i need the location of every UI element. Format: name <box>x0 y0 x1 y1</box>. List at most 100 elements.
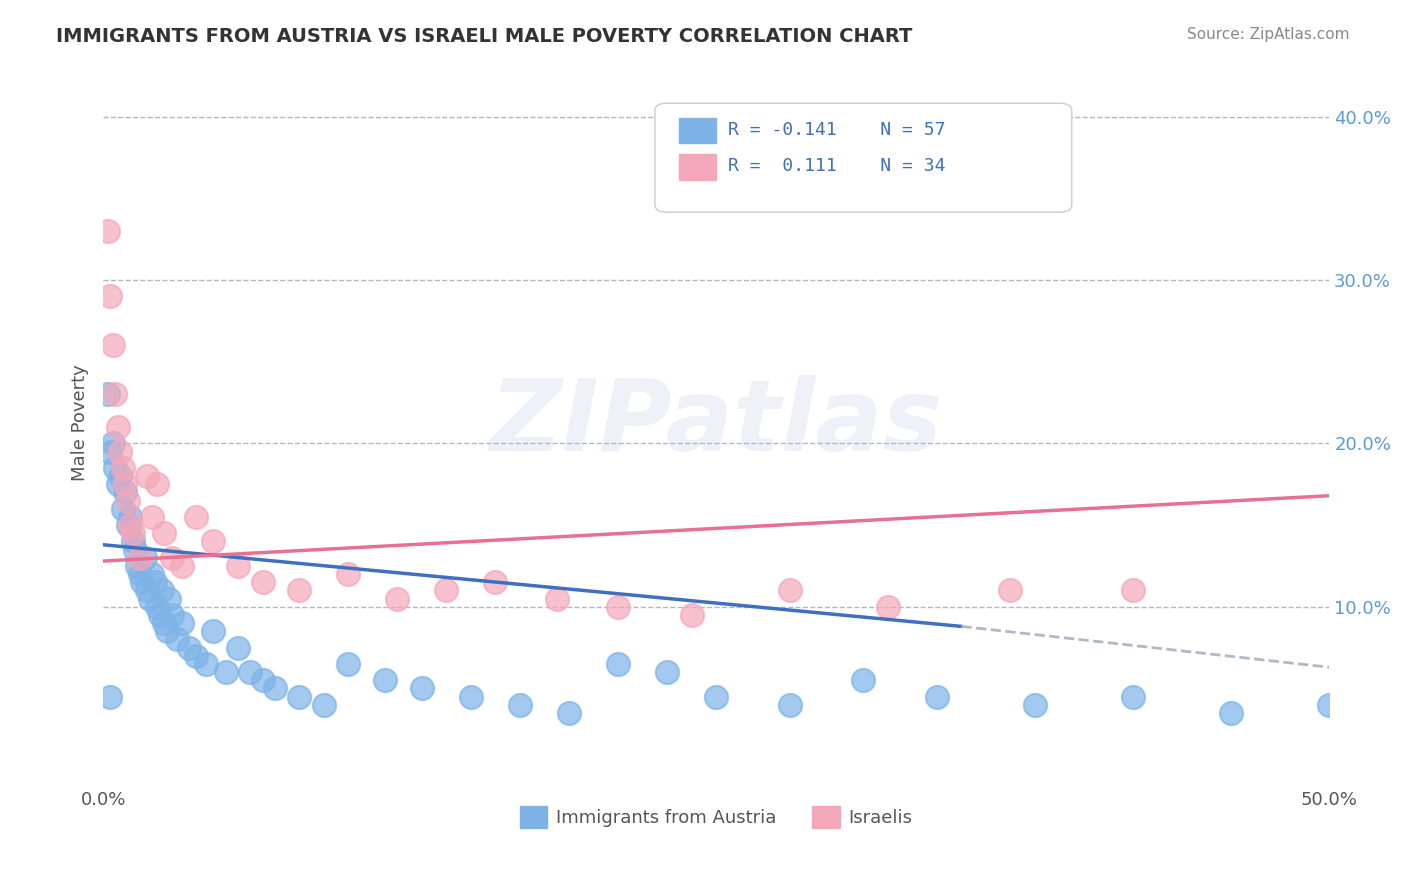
Point <box>509 698 531 712</box>
Point <box>337 657 360 671</box>
Point <box>146 599 169 614</box>
Point <box>153 616 176 631</box>
Point <box>876 599 898 614</box>
Point <box>436 583 458 598</box>
Point <box>100 690 122 704</box>
Point <box>124 542 146 557</box>
Point <box>239 665 262 680</box>
Point <box>107 420 129 434</box>
Point <box>202 534 225 549</box>
Legend: Immigrants from Austria, Israelis: Immigrants from Austria, Israelis <box>513 799 920 836</box>
FancyBboxPatch shape <box>679 154 716 179</box>
Point <box>114 485 136 500</box>
Point <box>104 461 127 475</box>
Point <box>252 575 274 590</box>
Point <box>100 444 122 458</box>
Point <box>226 558 249 573</box>
Text: R = -0.141    N = 57: R = -0.141 N = 57 <box>728 121 946 139</box>
Point <box>252 673 274 688</box>
Point <box>111 461 134 475</box>
Point <box>129 550 152 565</box>
Point <box>111 501 134 516</box>
FancyBboxPatch shape <box>655 103 1071 212</box>
Point <box>120 510 142 524</box>
Point <box>97 387 120 401</box>
FancyBboxPatch shape <box>679 118 716 144</box>
Point <box>1000 583 1022 598</box>
Point <box>107 477 129 491</box>
Point <box>170 616 193 631</box>
Point <box>374 673 396 688</box>
Point <box>150 583 173 598</box>
Text: IMMIGRANTS FROM AUSTRIA VS ISRAELI MALE POVERTY CORRELATION CHART: IMMIGRANTS FROM AUSTRIA VS ISRAELI MALE … <box>56 27 912 45</box>
Point <box>110 444 132 458</box>
Point <box>779 583 801 598</box>
Point <box>484 575 506 590</box>
Point <box>146 477 169 491</box>
Point <box>681 607 703 622</box>
Point <box>160 550 183 565</box>
Point <box>156 624 179 639</box>
Point <box>1024 698 1046 712</box>
Point <box>131 575 153 590</box>
Point <box>779 698 801 712</box>
Text: ZIPatlas: ZIPatlas <box>489 375 943 472</box>
Point <box>704 690 727 704</box>
Point <box>186 510 208 524</box>
Point <box>226 640 249 655</box>
Point <box>288 690 311 704</box>
Point <box>1122 690 1144 704</box>
Y-axis label: Male Poverty: Male Poverty <box>72 365 89 482</box>
Point <box>143 575 166 590</box>
Point <box>186 648 208 663</box>
Point <box>1317 698 1340 712</box>
Point <box>263 681 285 696</box>
Point <box>101 436 124 450</box>
Point <box>202 624 225 639</box>
Point <box>460 690 482 704</box>
Point <box>1122 583 1144 598</box>
Point <box>607 599 630 614</box>
Point <box>141 567 163 582</box>
Point <box>136 469 159 483</box>
Point <box>100 289 122 303</box>
Point <box>1220 706 1243 720</box>
Point <box>157 591 180 606</box>
Point <box>387 591 409 606</box>
Point <box>337 567 360 582</box>
Point <box>177 640 200 655</box>
Point <box>411 681 433 696</box>
Point <box>101 338 124 352</box>
Point <box>288 583 311 598</box>
Point <box>166 632 188 647</box>
Point <box>134 550 156 565</box>
Point <box>852 673 875 688</box>
Point <box>657 665 679 680</box>
Point <box>215 665 238 680</box>
Point <box>117 518 139 533</box>
Point <box>121 526 143 541</box>
Point <box>546 591 568 606</box>
Point <box>148 607 170 622</box>
Point <box>153 526 176 541</box>
Point <box>925 690 948 704</box>
Point <box>117 493 139 508</box>
Point <box>607 657 630 671</box>
Point <box>120 518 142 533</box>
Point <box>129 567 152 582</box>
Text: R =  0.111    N = 34: R = 0.111 N = 34 <box>728 158 946 176</box>
Text: Source: ZipAtlas.com: Source: ZipAtlas.com <box>1187 27 1350 42</box>
Point <box>170 558 193 573</box>
Point <box>97 224 120 238</box>
Point <box>141 510 163 524</box>
Point <box>121 534 143 549</box>
Point <box>160 607 183 622</box>
Point <box>114 477 136 491</box>
Point <box>195 657 218 671</box>
Point <box>104 387 127 401</box>
Point <box>127 558 149 573</box>
Point <box>138 591 160 606</box>
Point <box>558 706 581 720</box>
Point <box>110 469 132 483</box>
Point <box>136 583 159 598</box>
